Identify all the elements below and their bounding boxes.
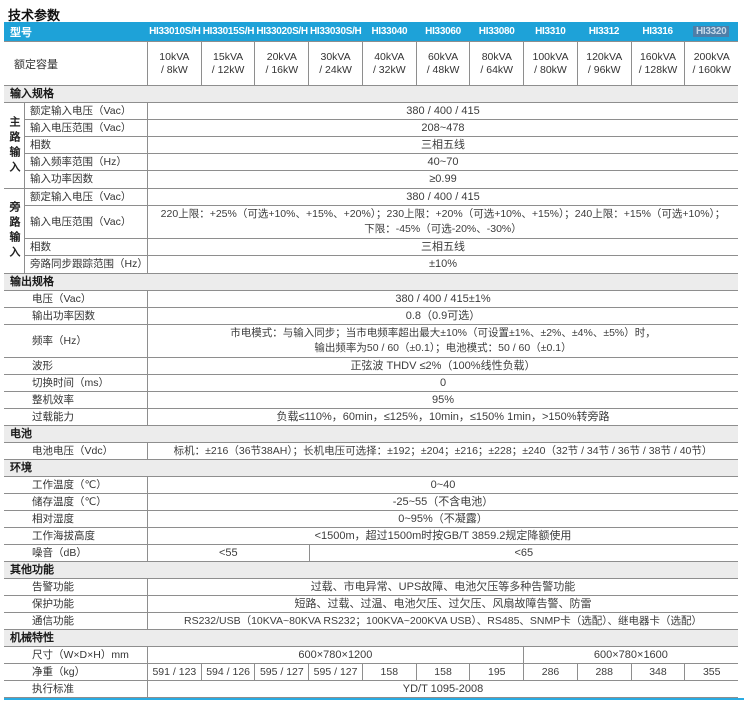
- model-column-header: HI33010S/H: [149, 26, 201, 37]
- selected-model-highlight: HI3320: [693, 26, 730, 37]
- section-header-input: 输入规格: [4, 86, 738, 103]
- model-header-row: 型号 HI33010S/H HI33015S/H HI33020S/H HI33…: [4, 22, 738, 42]
- spec-row: 旁路同步跟踪范围（Hz） ±10%: [25, 256, 738, 273]
- section-header-other: 其他功能: [4, 562, 738, 579]
- main-input-group: 主路输入 额定输入电压（Vac） 380 / 400 / 415 输入电压范围（V…: [4, 103, 738, 189]
- bottom-accent-line: [4, 698, 744, 700]
- spec-row: 保护功能 短路、过载、过温、电池欠压、过欠压、风扇故障告警、防雷: [4, 596, 738, 613]
- bypass-input-group-label: 旁路输入: [4, 189, 25, 273]
- capacity-row: 额定容量 10kVA/ 8kW 15kVA/ 12kW 20kVA/ 16kW …: [4, 42, 738, 86]
- dimensions-value-left: 600×780×1200: [148, 647, 524, 663]
- weight-cell: 595 / 127: [309, 664, 363, 680]
- spec-row: 输入频率范围（Hz） 40~70: [25, 154, 738, 171]
- capacity-cell: 160kVA/ 128kW: [632, 42, 686, 85]
- spec-row: 切换时间（ms） 0: [4, 375, 738, 392]
- weight-cell: 158: [363, 664, 417, 680]
- spec-row: 额定输入电压（Vac） 380 / 400 / 415: [25, 103, 738, 120]
- spec-row: 过载能力 负载≤110%，60min，≤125%，10min，≤150% 1min…: [4, 409, 738, 426]
- capacity-cell: 80kVA/ 64kW: [470, 42, 525, 85]
- spec-row: 电池电压（Vdc） 标机：±216（36节38AH）；长机电压可选择：±192；±…: [4, 443, 738, 460]
- model-column-header: HI33020S/H: [256, 26, 308, 37]
- dimensions-row: 尺寸（W×D×H）mm 600×780×1200 600×780×1600: [4, 647, 738, 664]
- section-header-environment: 环境: [4, 460, 738, 477]
- capacity-cell: 10kVA/ 8kW: [148, 42, 202, 85]
- model-column-header: HI3310: [535, 26, 566, 37]
- weight-cell: 288: [578, 664, 632, 680]
- spec-row: 输入电压范围（Vac） 220上限：+25%（可选+10%、+15%、+20%）…: [25, 206, 738, 239]
- model-column-header: HI33030S/H: [310, 26, 362, 37]
- weight-cell: 286: [524, 664, 578, 680]
- spec-row: 相对湿度 0~95%（不凝露）: [4, 511, 738, 528]
- spec-row: 整机效率 95%: [4, 392, 738, 409]
- spec-row: 额定输入电压（Vac） 380 / 400 / 415: [25, 189, 738, 206]
- spec-row: 频率（Hz） 市电模式：与输入同步；当市电频率超出最大±10%（可设置±1%、±…: [4, 325, 738, 358]
- spec-row: 输入功率因数 ≥0.99: [25, 171, 738, 188]
- model-column-header: HI33015S/H: [202, 26, 255, 37]
- noise-row: 噪音（dB） <55 <65: [4, 545, 738, 562]
- model-column-header: HI3312: [588, 26, 620, 37]
- model-column-header: HI33060: [425, 26, 461, 37]
- weight-row: 净重（kg） 591 / 123 594 / 126 595 / 127 595…: [4, 664, 738, 681]
- bypass-input-group: 旁路输入 额定输入电压（Vac） 380 / 400 / 415 输入电压范围（V…: [4, 189, 738, 274]
- capacity-cell: 100kVA/ 80kW: [524, 42, 578, 85]
- capacity-cell: 60kVA/ 48kW: [417, 42, 471, 85]
- model-column-header: HI3316: [642, 26, 673, 37]
- spec-row: 相数 三相五线: [25, 137, 738, 154]
- capacity-cell: 200kVA/ 160kW: [692, 50, 731, 76]
- noise-value-small-models: <55: [148, 545, 310, 561]
- section-header-mechanical: 机械特性: [4, 630, 738, 647]
- capacity-cell: 120kVA/ 96kW: [578, 42, 632, 85]
- spec-table: 型号 HI33010S/H HI33015S/H HI33020S/H HI33…: [4, 22, 744, 700]
- spec-row: 输出功率因数 0.8（0.9可选）: [4, 308, 738, 325]
- model-column-header: HI33080: [478, 26, 515, 37]
- weight-cell: 195: [470, 664, 525, 680]
- weight-cell: 594 / 126: [202, 664, 256, 680]
- capacity-cell: 40kVA/ 32kW: [363, 42, 417, 85]
- spec-row: 告警功能 过载、市电异常、UPS故障、电池欠压等多种告警功能: [4, 579, 738, 596]
- spec-row: 储存温度（℃） -25~55（不含电池）: [4, 494, 738, 511]
- spec-row: 通信功能 RS232/USB（10KVA~80KVA RS232；100KVA~2…: [4, 613, 738, 630]
- model-column-header: HI33040: [371, 26, 408, 37]
- spec-row: 相数 三相五线: [25, 239, 738, 256]
- weight-cell: 348: [632, 664, 686, 680]
- weight-cell: 355: [702, 666, 721, 678]
- spec-row: 波形 正弦波 THDV ≤2%（100%线性负载）: [4, 358, 738, 375]
- model-header-label: 型号: [10, 26, 32, 39]
- capacity-cell: 20kVA/ 16kW: [255, 42, 310, 85]
- weight-cell: 591 / 123: [148, 664, 202, 680]
- capacity-label: 额定容量: [4, 42, 148, 85]
- noise-value-large-models: <65: [514, 547, 534, 559]
- spec-row: 工作海拔高度 <1500m，超过1500m时按GB/T 3859.2规定降额使用: [4, 528, 738, 545]
- section-header-output: 输出规格: [4, 274, 738, 291]
- spec-row: 电压（Vac） 380 / 400 / 415±1%: [4, 291, 738, 308]
- dimensions-value-right: 600×780×1600: [593, 649, 668, 661]
- capacity-cell: 30kVA/ 24kW: [309, 42, 363, 85]
- capacity-cell: 15kVA/ 12kW: [202, 42, 256, 85]
- section-header-battery: 电池: [4, 426, 738, 443]
- main-input-group-label: 主路输入: [4, 103, 25, 188]
- standard-row: 执行标准 YD/T 1095-2008: [4, 681, 738, 698]
- spec-row: 工作温度（℃） 0~40: [4, 477, 738, 494]
- model-column-header-selected: HI3320: [684, 26, 738, 37]
- weight-cell: 158: [417, 664, 471, 680]
- page-title: 技术参数: [8, 8, 61, 23]
- spec-row: 输入电压范围（Vac） 208~478: [25, 120, 738, 137]
- weight-cell: 595 / 127: [255, 664, 310, 680]
